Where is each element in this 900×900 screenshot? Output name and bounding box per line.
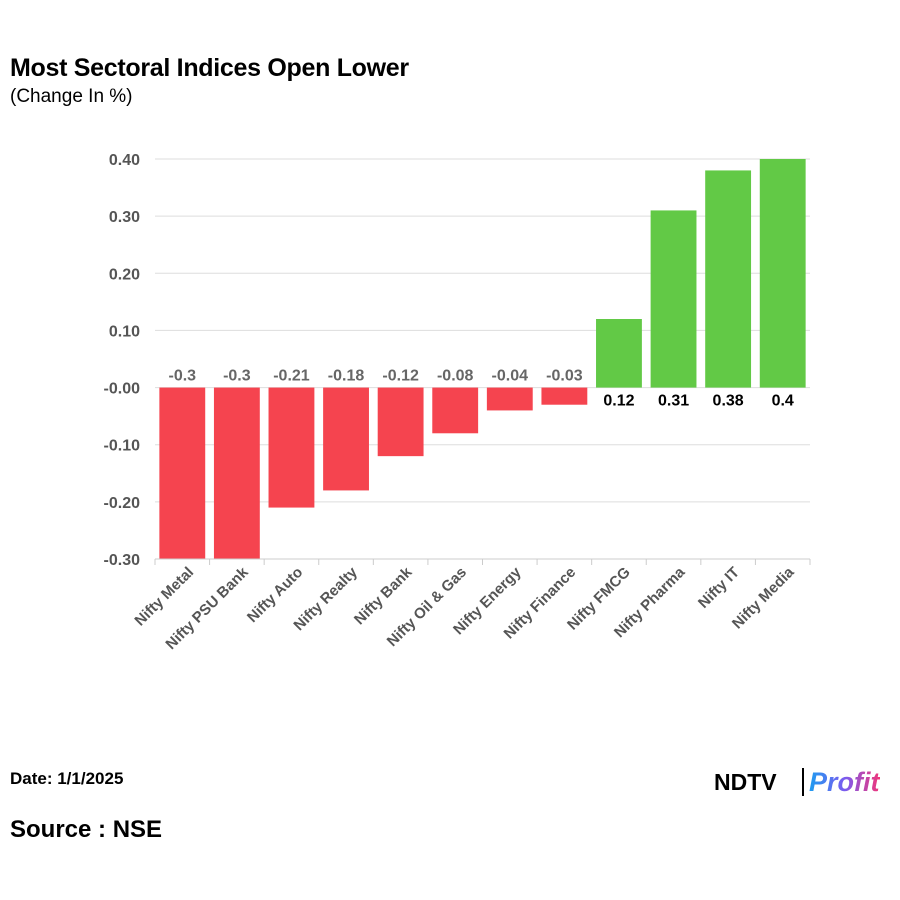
ndtv-profit-logo: NDTV Profit bbox=[714, 766, 894, 802]
bars bbox=[159, 159, 806, 559]
bar bbox=[268, 387, 315, 508]
bar bbox=[759, 159, 806, 388]
data-labels: -0.3 -0.3 -0.21 -0.18 -0.12 -0.08 -0.04 -0.03 0.… bbox=[169, 368, 794, 410]
chart-title: Most Sectoral Indices Open Lower bbox=[10, 54, 409, 82]
bar bbox=[159, 387, 206, 559]
bar bbox=[650, 210, 697, 388]
data-label: -0.12 bbox=[382, 368, 419, 385]
y-tick-label: -0.10 bbox=[104, 438, 141, 455]
data-label: -0.03 bbox=[546, 368, 583, 385]
y-tick-label: 0.40 bbox=[109, 152, 140, 169]
y-tick-label: -0.20 bbox=[104, 495, 141, 512]
data-label: -0.08 bbox=[437, 368, 474, 385]
data-label: -0.3 bbox=[169, 368, 197, 385]
data-label: -0.18 bbox=[328, 368, 365, 385]
bar bbox=[596, 319, 642, 388]
bar-chart: 0.40 0.30 0.20 0.10 -0.00 -0.10 -0.20 -0.30 -0.… bbox=[104, 152, 811, 653]
y-tick-label: 0.30 bbox=[109, 209, 140, 226]
y-tick-label: -0.30 bbox=[104, 552, 141, 569]
bar bbox=[486, 387, 533, 411]
bar bbox=[705, 170, 752, 388]
chart-subtitle: (Change In %) bbox=[10, 86, 133, 107]
bar bbox=[541, 387, 588, 405]
y-axis-labels: 0.40 0.30 0.20 0.10 -0.00 -0.10 -0.20 -0.30 bbox=[104, 152, 141, 569]
data-label: 0.31 bbox=[658, 393, 689, 410]
y-tick-label: 0.10 bbox=[109, 323, 140, 340]
bar bbox=[377, 387, 424, 457]
logo-ndtv-text: NDTV bbox=[714, 769, 777, 795]
chart-source: Source : NSE bbox=[10, 816, 163, 843]
y-tick-label: -0.00 bbox=[104, 381, 141, 398]
bar bbox=[432, 387, 479, 434]
data-label: -0.21 bbox=[273, 368, 310, 385]
chart-date: Date: 1/1/2025 bbox=[10, 769, 124, 788]
bar bbox=[213, 387, 260, 559]
data-label: -0.04 bbox=[492, 368, 529, 385]
x-tick-label: Nifty IT bbox=[695, 564, 743, 612]
logo-profit-text: Profit bbox=[809, 767, 880, 797]
logo-divider bbox=[802, 768, 804, 796]
y-tick-label: 0.20 bbox=[109, 266, 140, 283]
data-label: 0.4 bbox=[772, 393, 794, 410]
data-label: 0.12 bbox=[603, 393, 634, 410]
bar bbox=[323, 387, 369, 491]
data-label: 0.38 bbox=[713, 393, 744, 410]
data-label: -0.3 bbox=[223, 368, 251, 385]
